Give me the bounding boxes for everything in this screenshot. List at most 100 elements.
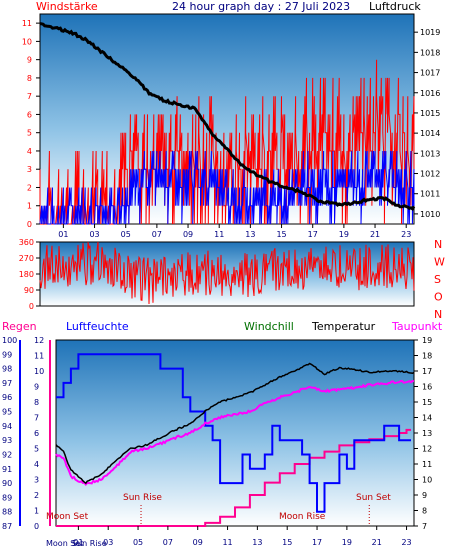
rain-tick-label: 11: [34, 352, 44, 361]
rain-label: Regen: [2, 320, 37, 333]
humidity-tick-label: 92: [2, 450, 12, 459]
rain-tick-label: 2: [34, 491, 39, 500]
chart1-left-tick-label: 6: [27, 110, 32, 119]
chart1-x-tick-label: 05: [121, 230, 131, 239]
rain-tick-label: 12: [34, 336, 44, 345]
chart1-right-tick-label: 1015: [420, 109, 440, 118]
rain-tick-label: 8: [34, 398, 39, 407]
chart3-x-tick-label: 11: [222, 538, 232, 547]
chart1-right-tick-label: 1016: [420, 89, 440, 98]
chart3-x-tick-label: 03: [103, 538, 113, 547]
annotation-sun-set: Sun Set: [356, 493, 391, 503]
temp-tick-label: 19: [422, 336, 432, 345]
chart1-left-tick-label: 4: [27, 147, 32, 156]
rain-tick-label: 1: [34, 507, 39, 516]
chart3-plot-area: [55, 339, 415, 527]
chart1-right-tick-label: 1010: [420, 210, 440, 219]
chart1-right-tick-label: 1017: [420, 69, 440, 78]
chart2-tick-label: 0: [29, 302, 34, 311]
chart1-left-tick-label: 10: [22, 37, 32, 46]
pressure-line: [39, 22, 416, 211]
wind-direction-line: [39, 241, 415, 305]
annotation-sun-rise: Sun Rise: [123, 493, 162, 503]
chart3-x-tick-label: 17: [312, 538, 322, 547]
bottom-moon-set: Moon Set: [46, 539, 83, 548]
chart3-x-tick-label: 13: [252, 538, 262, 547]
chart1-left-tick-label: 3: [27, 165, 32, 174]
bottom-sun-rise: Sun Rise: [72, 539, 107, 548]
wind-gust-line: [39, 150, 415, 225]
chart1-left-tick-label: 5: [27, 129, 32, 138]
compass-label: N: [434, 238, 442, 251]
chart1-x-tick-label: 23: [401, 230, 411, 239]
compass-label: N: [434, 308, 442, 321]
temp-tick-label: 16: [422, 383, 432, 392]
chart1-left-tick-label: 2: [27, 183, 32, 192]
temperature-label: Temperatur: [311, 320, 376, 333]
rain-tick-label: 6: [34, 429, 39, 438]
chart3-x-tick-label: 09: [193, 538, 203, 547]
humidity-tick-label: 99: [2, 350, 12, 359]
compass-label: O: [434, 291, 443, 304]
chart3-x-tick-label: 01: [73, 538, 83, 547]
chart1-x-tick-label: 09: [183, 230, 193, 239]
humidity-tick-label: 90: [2, 479, 12, 488]
chart1-left-tick-label: 1: [27, 202, 32, 211]
rain-tick-label: 5: [34, 445, 39, 454]
temp-tick-label: 18: [422, 352, 432, 361]
chart1-x-tick-label: 17: [308, 230, 318, 239]
chart3-x-tick-label: 23: [401, 538, 411, 547]
chart3-x-tick-label: 19: [342, 538, 352, 547]
dewpoint-label: Taupunkt: [391, 320, 443, 333]
chart1-right-tick-label: 1012: [420, 170, 440, 179]
chart3-x-tick-label: 07: [163, 538, 173, 547]
temp-tick-label: 11: [422, 460, 432, 469]
humidity-line: [56, 353, 411, 513]
rain-tick-label: 4: [34, 460, 39, 469]
temp-tick-label: 9: [422, 491, 427, 500]
chart1-left-tick-label: 7: [27, 92, 32, 101]
temp-tick-label: 10: [422, 476, 432, 485]
chart1-left-label: Windstärke: [36, 0, 98, 13]
annotation-moon-set: Moon Set: [46, 512, 89, 522]
humidity-tick-label: 95: [2, 408, 12, 417]
chart1-left-tick-label: 9: [27, 56, 32, 65]
temp-tick-label: 13: [422, 429, 432, 438]
annotation-moon-rise: Moon Rise: [279, 512, 326, 522]
temp-tick-label: 12: [422, 445, 432, 454]
rain-tick-label: 3: [34, 476, 39, 485]
humidity-tick-label: 98: [2, 365, 12, 374]
temp-tick-label: 15: [422, 398, 432, 407]
dewpoint-line: [55, 379, 415, 487]
temp-tick-label: 7: [422, 522, 427, 531]
humidity-tick-label: 100: [2, 336, 17, 345]
windchill-label: Windchill: [244, 320, 294, 333]
humidity-tick-label: 88: [2, 508, 12, 517]
rain-tick-label: 10: [34, 367, 44, 376]
humidity-tick-label: 93: [2, 436, 12, 445]
humidity-tick-label: 91: [2, 465, 12, 474]
chart1-x-tick-label: 11: [214, 230, 224, 239]
chart3-content: 8788899091929394959697989910001234567891…: [2, 336, 432, 547]
chart1-x-tick-label: 21: [370, 230, 380, 239]
chart1-right-tick-label: 1014: [420, 129, 440, 138]
chart3-x-tick-label: 21: [372, 538, 382, 547]
chart1-right-tick-label: 1018: [420, 48, 440, 57]
chart1-x-tick-label: 07: [152, 230, 162, 239]
chart2-tick-label: 270: [19, 254, 34, 263]
temp-tick-label: 8: [422, 507, 427, 516]
chart1-right-tick-label: 1019: [420, 28, 440, 37]
humidity-tick-label: 87: [2, 522, 12, 531]
chart1-x-tick-label: 15: [276, 230, 286, 239]
chart3-x-tick-label: 05: [133, 538, 143, 547]
temp-tick-label: 14: [422, 414, 432, 423]
chart1-left-tick-label: 11: [22, 19, 32, 28]
chart1-x-tick-label: 13: [245, 230, 255, 239]
humidity-tick-label: 94: [2, 422, 12, 431]
temp-tick-label: 17: [422, 367, 432, 376]
chart1-x-tick-label: 01: [58, 230, 68, 239]
chart1-content: 0123456789101110101011101210131014101510…: [22, 19, 441, 239]
humidity-tick-label: 89: [2, 493, 12, 502]
